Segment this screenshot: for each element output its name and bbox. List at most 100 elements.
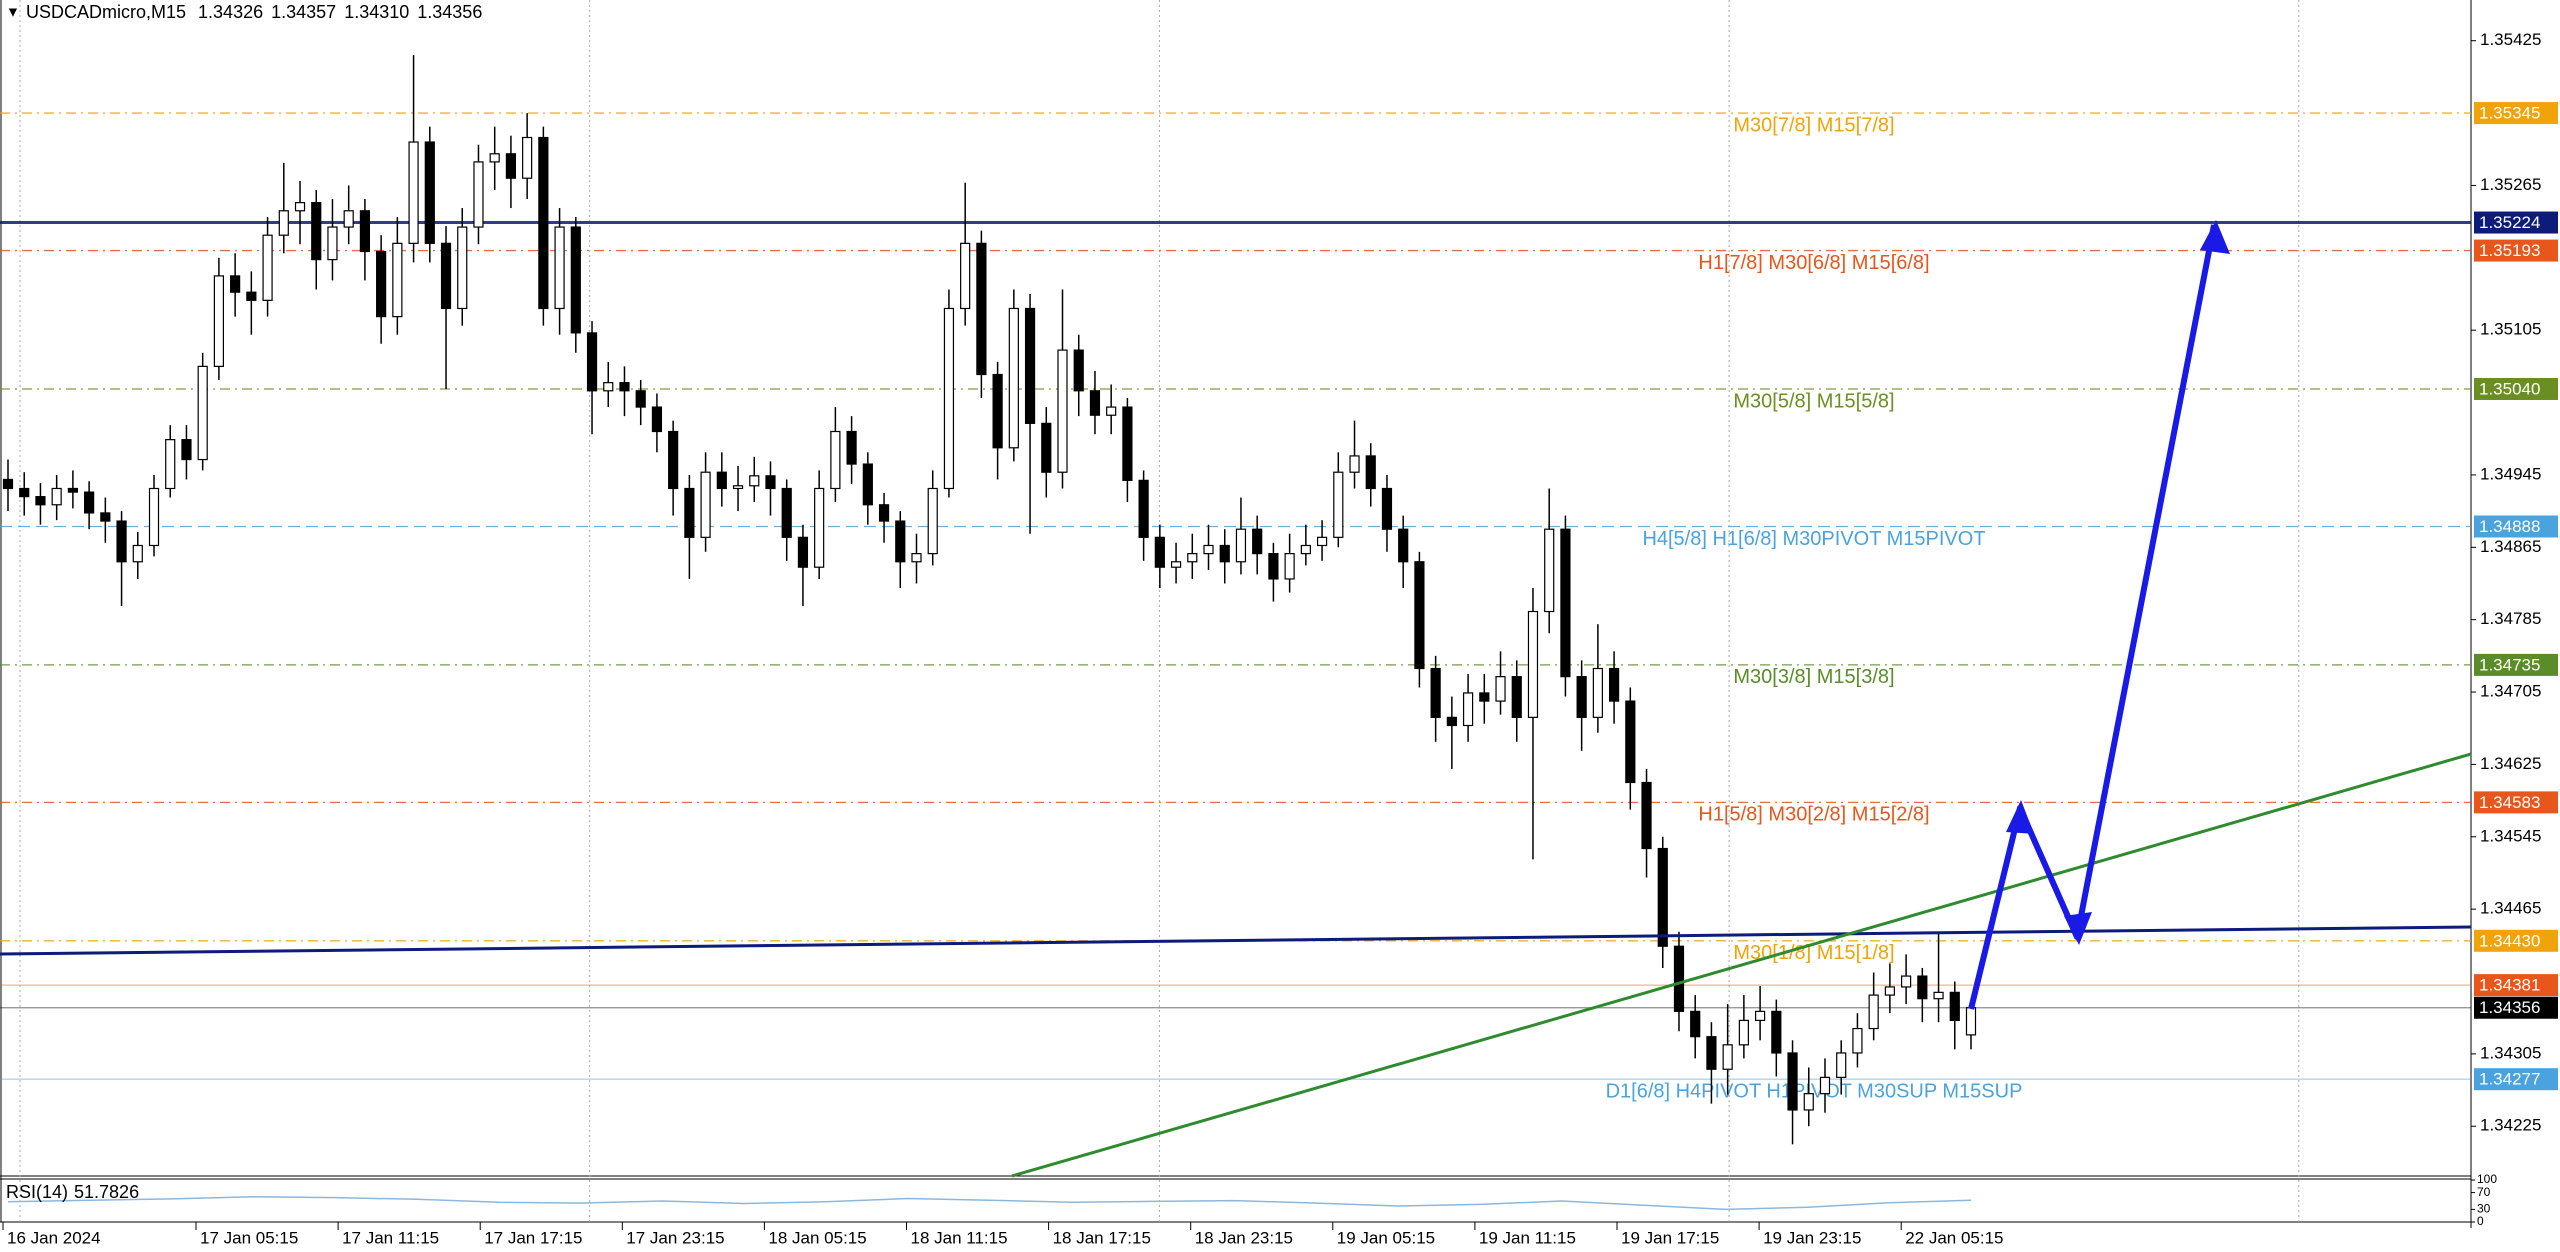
candle-body	[765, 475, 776, 490]
arrow-head	[2064, 912, 2092, 945]
candle-body	[132, 544, 143, 563]
trend-line	[1011, 752, 2472, 1178]
candle-body	[278, 210, 289, 236]
price-label: 1.35040	[2479, 379, 2540, 398]
candle-body	[1803, 1093, 1814, 1111]
y-tick-label: 1.34225	[2480, 1116, 2541, 1135]
candle-body	[1738, 1019, 1749, 1046]
candle-body	[732, 485, 744, 490]
y-tick-label: 1.35425	[2480, 30, 2541, 49]
level-text: H1[5/8] M30[2/8] M15[2/8]	[1698, 804, 1929, 826]
x-tick-label: 18 Jan 05:15	[768, 1228, 866, 1247]
candle-body	[100, 512, 111, 522]
candle-body	[343, 210, 354, 228]
header: ▼ USDCADmicro,M15 1.34326 1.34357 1.34310 1.…	[6, 2, 482, 1202]
x-tick-label: 18 Jan 11:15	[911, 1228, 1008, 1247]
price-label: 1.34583	[2479, 793, 2540, 812]
quote-low: 1.34310	[344, 2, 409, 22]
candle-body	[1333, 471, 1344, 538]
candle-body	[1024, 307, 1036, 424]
candle-body	[1089, 390, 1101, 416]
candle-body	[797, 536, 809, 568]
candle-body	[1106, 406, 1117, 416]
candle-body	[1057, 349, 1068, 473]
candle-body	[1316, 536, 1328, 547]
candle-body	[1446, 716, 1457, 727]
x-tick-label: 19 Jan 17:15	[1621, 1228, 1719, 1247]
candle-body	[1933, 991, 1944, 1000]
rsi-tick-label: 100	[2477, 1172, 2497, 1186]
candle-body	[1284, 553, 1295, 580]
x-tick-label: 17 Jan 23:15	[626, 1228, 724, 1247]
candle-body	[846, 430, 857, 465]
candle-body	[376, 250, 387, 318]
candle-body	[1771, 1010, 1782, 1054]
candle-body	[1138, 479, 1149, 538]
candle-body	[181, 439, 192, 461]
candle-body	[603, 382, 614, 392]
candle-body	[408, 141, 419, 244]
candle-body	[619, 382, 630, 392]
candle-body	[19, 487, 30, 498]
price-label: 1.34735	[2479, 655, 2540, 674]
level-text: M30[3/8] M15[3/8]	[1733, 666, 1894, 688]
candle-body	[943, 307, 955, 490]
candle-body	[1008, 307, 1019, 449]
quote-header: USDCADmicro,M15 1.34326 1.34357 1.34310 1.34…	[26, 2, 482, 22]
candle-body	[781, 487, 792, 538]
candle-body	[1901, 975, 1912, 988]
candle-body	[116, 520, 127, 563]
y-tick-label: 1.34545	[2480, 826, 2541, 845]
price-label-box	[2474, 377, 2558, 400]
candle-body	[1527, 610, 1539, 718]
price-label-box	[2474, 102, 2558, 125]
candle-body	[457, 226, 468, 310]
arrow-head	[2006, 800, 2034, 834]
level-text: M30[1/8] M15[1/8]	[1733, 942, 1894, 964]
candle-body	[635, 390, 646, 408]
quote-open: 1.34326	[198, 2, 263, 22]
candle-body	[294, 202, 306, 212]
candle-body	[473, 161, 484, 228]
candle-body	[1625, 700, 1636, 784]
candle-body	[1365, 455, 1376, 490]
candle-body	[1722, 1044, 1733, 1070]
x-tick-label: 19 Jan 05:15	[1337, 1228, 1435, 1247]
candle-body	[1706, 1036, 1717, 1070]
quote-high: 1.34357	[271, 2, 336, 22]
candle-body	[1073, 349, 1084, 392]
collapse-icon[interactable]: ▼	[6, 4, 20, 20]
candle-body	[1965, 1007, 1977, 1036]
candle-body	[927, 487, 938, 555]
candle-body	[1657, 847, 1668, 947]
candle-body	[651, 406, 663, 433]
candle-body	[1349, 455, 1360, 473]
candle-body	[570, 226, 581, 334]
candle-body	[668, 430, 679, 490]
rsi-header: RSI(14) 51.7826	[6, 1182, 139, 1202]
price-label-box	[2474, 1068, 2558, 1091]
candle-body	[749, 475, 760, 487]
y-tick-label: 1.34305	[2480, 1043, 2541, 1062]
candle-body	[1414, 561, 1425, 670]
x-tick-label: 19 Jan 11:15	[1479, 1228, 1576, 1247]
candle-body	[960, 242, 971, 310]
candle-body	[1462, 692, 1474, 727]
candle-body	[1252, 528, 1263, 555]
candle-body	[992, 373, 1003, 449]
x-tick-label: 16 Jan 2024	[7, 1228, 101, 1247]
x-tick-label: 17 Jan 17:15	[484, 1228, 582, 1247]
x-tick-label: 22 Jan 05:15	[1905, 1228, 2003, 1247]
candle-body	[1641, 781, 1652, 850]
rsi-tick-label: 70	[2477, 1185, 2491, 1199]
candle-body	[700, 471, 711, 538]
candle-body	[1836, 1052, 1847, 1078]
level-text: M30[7/8] M15[7/8]	[1733, 114, 1894, 136]
candle-body	[392, 242, 403, 318]
candle-body	[911, 553, 922, 563]
level-text: D1[6/8] H4PIVOT H1PIVOT M30SUP M15SUP	[1606, 1080, 2023, 1102]
candle-body	[35, 496, 46, 506]
